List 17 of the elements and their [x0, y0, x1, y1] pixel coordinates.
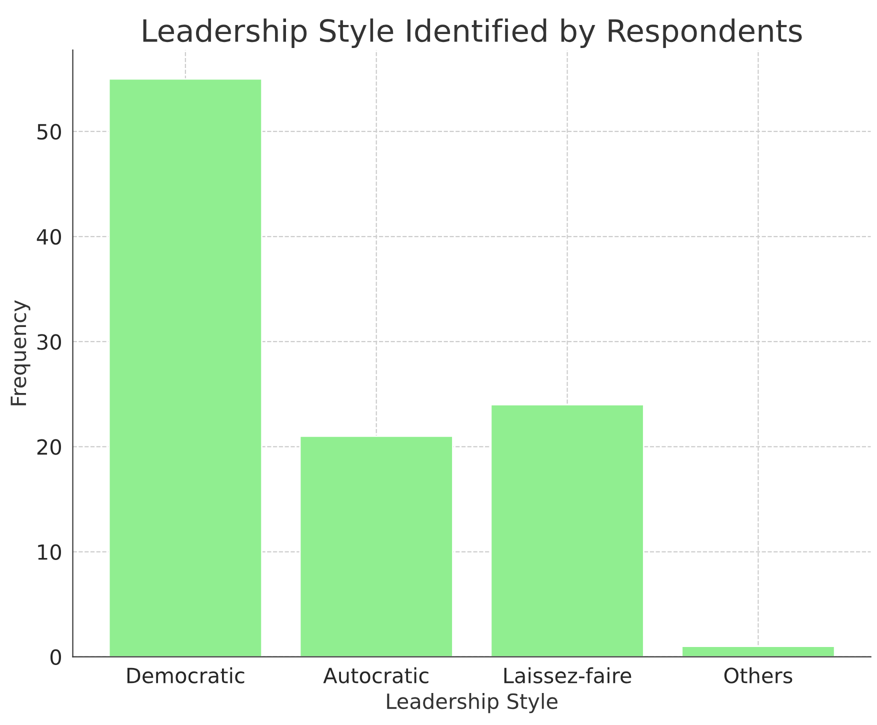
- x-tick-label: Democratic: [127, 667, 244, 684]
- x-tick-label: Laissez-faire: [504, 667, 632, 684]
- y-tick-label: 30: [37, 334, 61, 350]
- y-axis-title: Frequency: [10, 300, 30, 406]
- y-tick-label: 10: [38, 544, 61, 560]
- x-axis-title: Leadership Style: [387, 692, 558, 714]
- chart-title: Leadership Style Identified by Respondents: [143, 18, 802, 48]
- x-tick-label: Autocratic: [323, 667, 428, 684]
- y-tick-label: 50: [37, 124, 61, 140]
- bar: [108, 78, 263, 657]
- y-tick-label: 40: [36, 228, 61, 245]
- y-tick-label: 0: [50, 649, 61, 666]
- bar: [299, 435, 454, 657]
- bar: [681, 646, 836, 657]
- x-tick-label: Others: [724, 667, 792, 684]
- bar: [490, 404, 644, 657]
- y-tick-label: 20: [37, 439, 61, 455]
